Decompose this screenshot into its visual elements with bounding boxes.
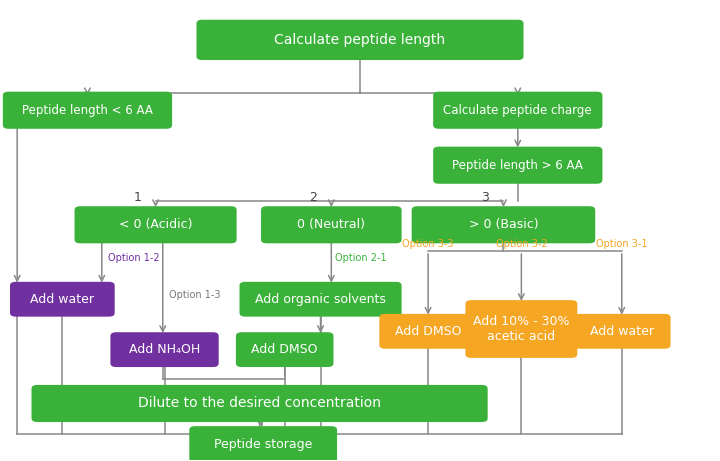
FancyBboxPatch shape <box>189 426 337 461</box>
Text: Option 1-3: Option 1-3 <box>168 290 220 300</box>
Text: 0 (Neutral): 0 (Neutral) <box>297 218 365 231</box>
Text: Peptide length > 6 AA: Peptide length > 6 AA <box>452 159 583 171</box>
FancyBboxPatch shape <box>379 314 477 349</box>
FancyBboxPatch shape <box>573 314 670 349</box>
Text: Option 1-2: Option 1-2 <box>107 253 159 263</box>
Text: Option 2-1: Option 2-1 <box>335 253 387 263</box>
FancyBboxPatch shape <box>433 92 603 129</box>
FancyBboxPatch shape <box>465 300 577 358</box>
FancyBboxPatch shape <box>10 282 114 317</box>
FancyBboxPatch shape <box>261 206 402 243</box>
FancyBboxPatch shape <box>75 206 237 243</box>
Text: 3: 3 <box>482 190 490 204</box>
FancyBboxPatch shape <box>32 385 487 422</box>
Text: Calculate peptide charge: Calculate peptide charge <box>444 104 592 117</box>
Text: Add 10% - 30%
acetic acid: Add 10% - 30% acetic acid <box>473 315 570 343</box>
Text: > 0 (Basic): > 0 (Basic) <box>469 218 539 231</box>
Text: Option 3-1: Option 3-1 <box>596 239 647 249</box>
Text: Add DMSO: Add DMSO <box>395 325 462 338</box>
Text: Add NH₄OH: Add NH₄OH <box>129 343 200 356</box>
FancyBboxPatch shape <box>433 147 603 184</box>
FancyBboxPatch shape <box>240 282 402 317</box>
Text: Peptide storage: Peptide storage <box>214 438 312 451</box>
Text: Add water: Add water <box>30 293 94 306</box>
FancyBboxPatch shape <box>197 20 523 60</box>
FancyBboxPatch shape <box>236 332 333 367</box>
Text: < 0 (Acidic): < 0 (Acidic) <box>119 218 192 231</box>
Text: Add water: Add water <box>590 325 654 338</box>
FancyBboxPatch shape <box>412 206 595 243</box>
Text: 2: 2 <box>310 190 318 204</box>
Text: Calculate peptide length: Calculate peptide length <box>274 33 446 47</box>
Text: Option 3-3: Option 3-3 <box>402 239 454 249</box>
FancyBboxPatch shape <box>3 92 172 129</box>
Text: Add organic solvents: Add organic solvents <box>255 293 386 306</box>
Text: Add DMSO: Add DMSO <box>251 343 318 356</box>
Text: Peptide length < 6 AA: Peptide length < 6 AA <box>22 104 153 117</box>
Text: 1: 1 <box>134 190 142 204</box>
Text: Option 3-2: Option 3-2 <box>495 239 547 249</box>
FancyBboxPatch shape <box>110 332 219 367</box>
Text: Dilute to the desired concentration: Dilute to the desired concentration <box>138 396 381 410</box>
